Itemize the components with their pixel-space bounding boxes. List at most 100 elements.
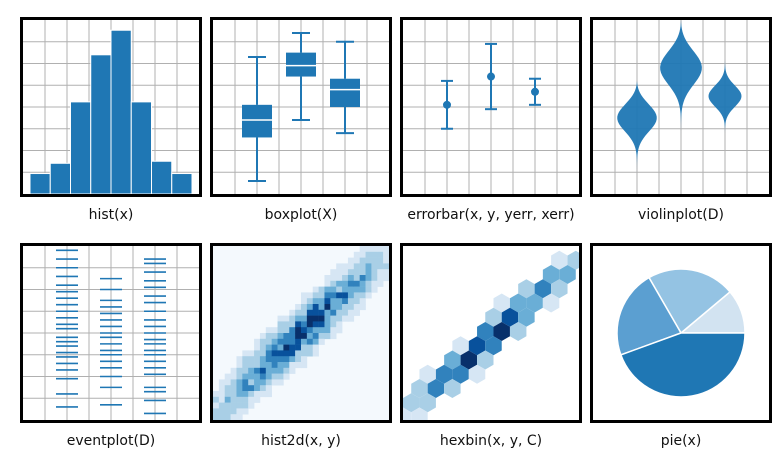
hist-bar (90, 54, 112, 194)
hist2d-cell (277, 344, 284, 351)
hist2d-cell (254, 367, 261, 374)
hist2d-cell (365, 280, 372, 287)
hist2d-cell (318, 292, 325, 299)
errorbar-point (529, 77, 541, 106)
hist2d-cell (324, 280, 331, 287)
hist2d-cell (248, 402, 255, 409)
hist2d-cell (254, 373, 261, 380)
boxplot-panel (210, 17, 392, 197)
hist2d-cell (230, 402, 237, 409)
hist2d-cell (359, 280, 366, 287)
hist2d-cell (301, 356, 308, 363)
hist-panel (20, 17, 202, 197)
hist2d-cell (324, 298, 331, 305)
hist2d-cell (318, 338, 325, 345)
hist2d-cell (218, 385, 226, 392)
hist2d-cell (230, 367, 237, 374)
hexbin-cell (403, 393, 420, 413)
hist2d-cell (236, 356, 243, 363)
hist2d-cell (312, 286, 319, 293)
hist2d-cell (318, 333, 325, 340)
hist2d-cell (359, 304, 366, 311)
hist2d-cell (265, 362, 272, 369)
hist2d-cell (383, 246, 389, 253)
hist2d-cell (289, 309, 296, 316)
hist2d-cell (377, 269, 384, 276)
hexbin-cell (460, 350, 478, 370)
hist2d-cell (259, 338, 267, 345)
hist2d-cell (230, 379, 237, 386)
hexbin-cell (411, 407, 428, 420)
hist2d-cell (353, 292, 360, 299)
hexbin-cell (526, 293, 543, 313)
hist2d-cell (248, 362, 255, 369)
hexbin-cell (559, 265, 576, 284)
hist2d-cell (371, 286, 378, 293)
box-body (286, 52, 316, 77)
hist2d-cell (295, 338, 302, 345)
hist2d-cell (342, 292, 349, 299)
hist2d-cell (377, 275, 384, 282)
hist2d-cell (265, 338, 272, 345)
hist2d-cell (324, 321, 331, 328)
hist2d-cell (342, 263, 349, 270)
hexbin-cell (468, 364, 486, 384)
hist2d-cell (312, 298, 319, 305)
hist2d-cell (365, 292, 372, 299)
hist2d-cell (347, 263, 355, 270)
hist2d-cell (347, 269, 355, 276)
hist2d-cell (254, 396, 261, 403)
hist2d-cell (230, 396, 237, 403)
hist2d-cell (301, 333, 308, 340)
hist2d-cell (289, 344, 296, 351)
hist2d-cell (224, 414, 231, 420)
hexbin-chart (403, 250, 579, 420)
hist2d-cell (312, 315, 319, 322)
hist2d-cell (248, 350, 255, 357)
hist2d-cell (271, 333, 278, 340)
hexbin-cell (518, 307, 535, 327)
hist2d-cell (248, 373, 255, 380)
hist2d-cell (312, 327, 319, 334)
hist2d-cell (236, 396, 243, 403)
hist2d-cell (236, 379, 243, 386)
hist2d-cell (359, 263, 366, 270)
hist2d-cell (277, 356, 284, 363)
hist2d-cell (306, 350, 314, 357)
hist2d-cell (371, 263, 378, 270)
hist2d-cell (213, 414, 220, 420)
hist2d-cell (277, 327, 284, 334)
hexbin-panel (400, 243, 582, 423)
hist2d-cell (336, 315, 343, 322)
hist2d-cell (353, 269, 360, 276)
hist2d-cell (306, 327, 314, 334)
hist2d-cell (312, 344, 319, 351)
hist2d-cell (342, 280, 349, 287)
violin-body (660, 20, 702, 138)
hexbin-cell (444, 379, 461, 398)
hist2d-cell (342, 309, 349, 316)
hist2d-cell (383, 257, 389, 264)
hist2d-cell (365, 286, 372, 293)
hexbin-cell (444, 350, 461, 370)
hist2d-cell (306, 309, 314, 316)
hist2d-cell (312, 304, 319, 311)
hist2d-cell (371, 269, 378, 276)
hist2d-cell (342, 298, 349, 305)
hist2d-cell (353, 304, 360, 311)
hexbin-cell (542, 265, 560, 284)
hist2d-cell (248, 367, 255, 374)
hexbin-cell (509, 322, 527, 341)
violinplot-caption: violinplot(D) (638, 207, 724, 223)
hist2d-cell (248, 391, 255, 398)
hist2d-cell (259, 379, 267, 386)
hexbin-cell (427, 379, 445, 398)
hist2d-cell (265, 344, 272, 351)
hist2d-cell (318, 298, 325, 305)
box-body (330, 78, 360, 107)
hist2d-cell (371, 246, 378, 253)
hist2d-cell (377, 257, 384, 264)
hist2d-cell (295, 350, 302, 357)
hist2d-cell (283, 315, 290, 322)
hist2d-cell (254, 379, 261, 386)
